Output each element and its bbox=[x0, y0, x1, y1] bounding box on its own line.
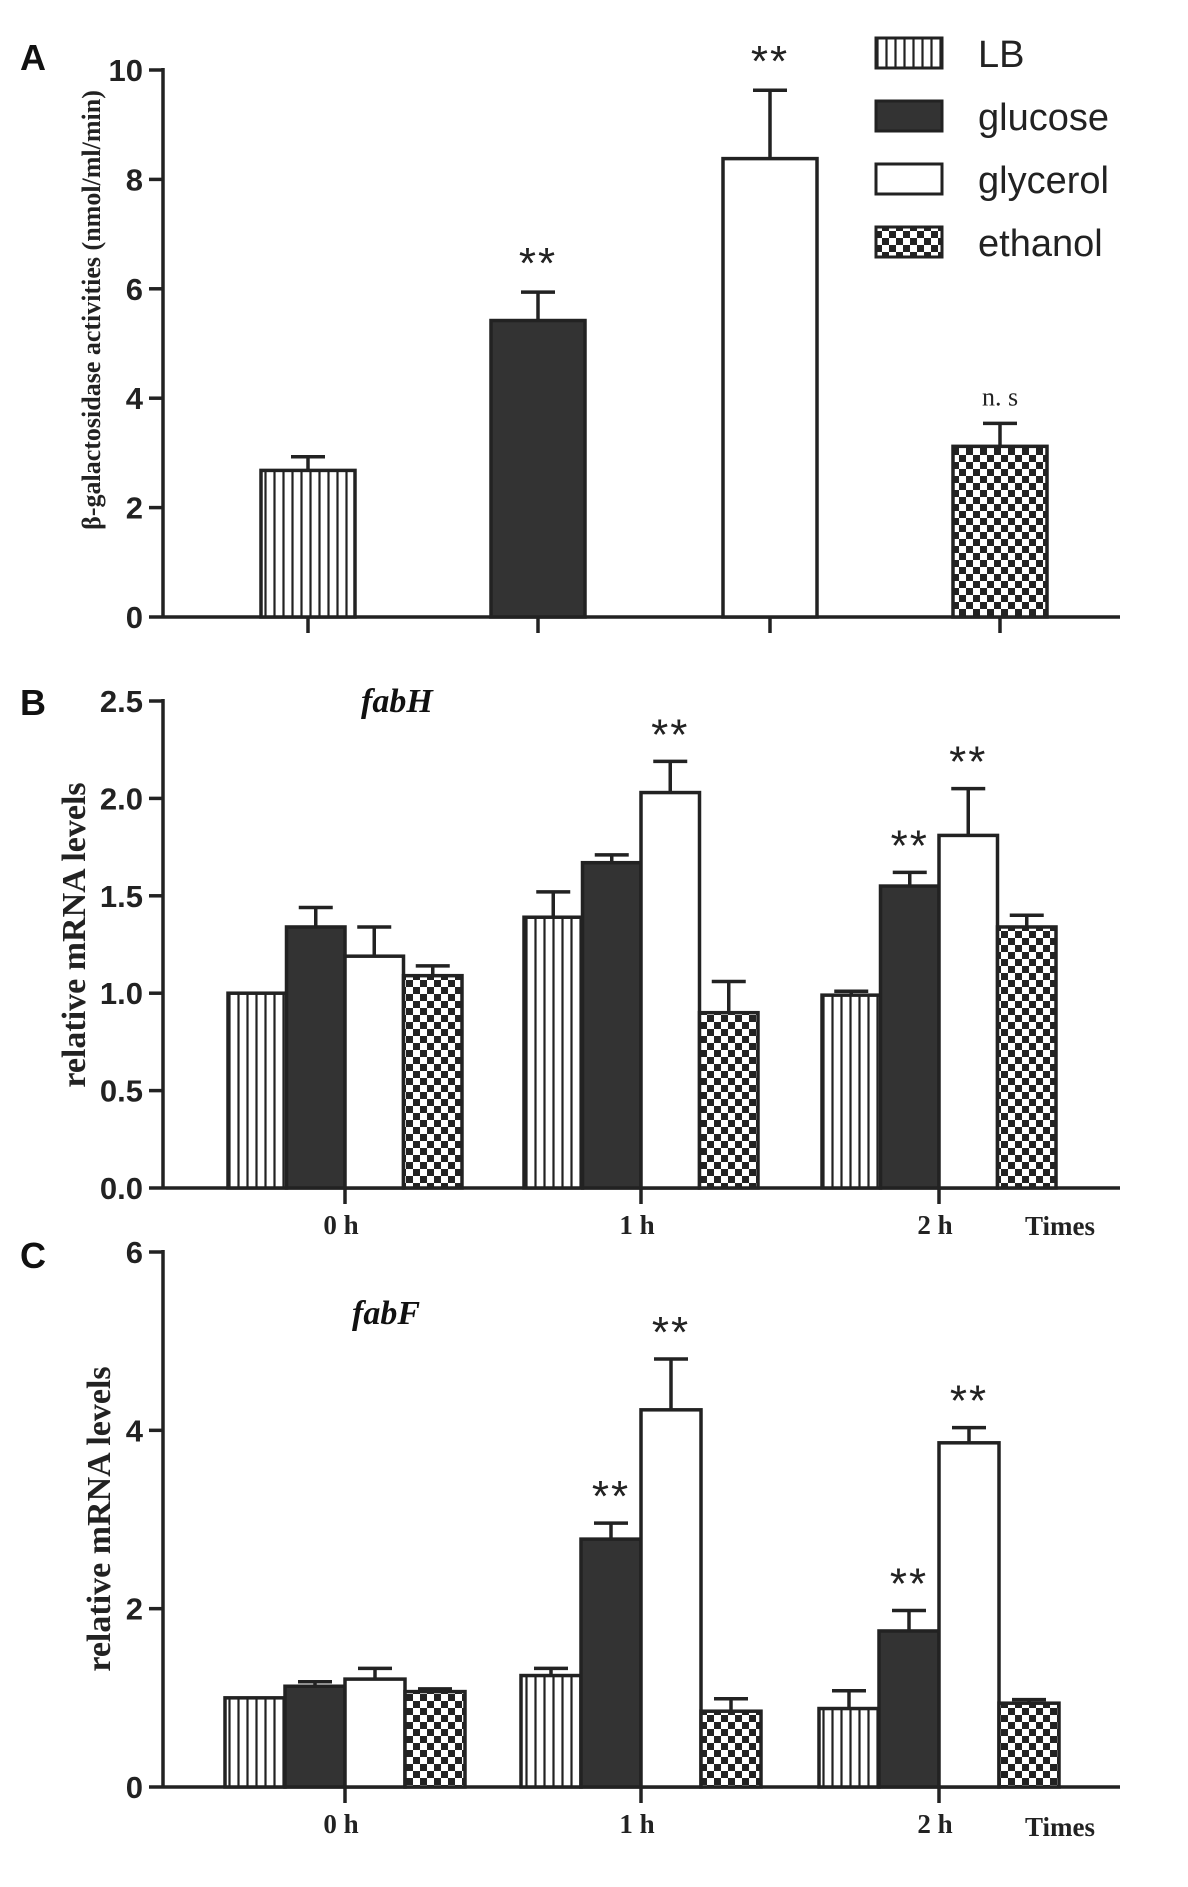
panel-b-x-axis-title: Times bbox=[1025, 1211, 1095, 1241]
panel-a-y-tick-label: 6 bbox=[126, 272, 143, 307]
panel-c-y-tick-label: 4 bbox=[126, 1413, 144, 1448]
legend: LB glucose glycerol ethanol bbox=[874, 34, 1109, 265]
panel-c-bar-glucose-2h bbox=[877, 1629, 941, 1789]
panel-b-bar-glucose-1h bbox=[580, 860, 643, 1190]
legend-label-lb: LB bbox=[978, 34, 1024, 76]
panel-b-significance: ** bbox=[891, 821, 929, 870]
panel-a-y-tick-label: 2 bbox=[126, 491, 143, 526]
panel-c-gene-label: fabF bbox=[352, 1295, 420, 1332]
panel-c-bar-ethanol-1h bbox=[699, 1709, 763, 1789]
panel-b-y-tick-label: 2.5 bbox=[100, 684, 143, 719]
panel-b-bar-glycerol-1h bbox=[639, 790, 702, 1190]
panel-c-bar-glycerol-1h bbox=[639, 1408, 703, 1789]
panel-a-bar-glucose bbox=[489, 318, 587, 619]
panel-c-x-tick-label: 1 h bbox=[619, 1809, 654, 1839]
panel-c-label: C bbox=[20, 1235, 46, 1276]
panel-b-y-tick-label: 1.0 bbox=[100, 976, 143, 1011]
panel-c-bar-ethanol-0h bbox=[403, 1689, 467, 1789]
panel-a-bar-ethanol bbox=[951, 444, 1049, 619]
panel-c-bar-lb-1h bbox=[519, 1673, 583, 1789]
panel-a-significance-ethanol: n. s bbox=[982, 382, 1018, 411]
panel-b-x-tick-label: 2 h bbox=[917, 1210, 952, 1240]
panel-a-y-tick-label: 8 bbox=[126, 162, 143, 197]
legend-label-glucose: glucose bbox=[978, 97, 1109, 139]
panel-a-y-tick-label: 4 bbox=[126, 381, 144, 416]
panel-b-bar-ethanol-2h bbox=[995, 925, 1058, 1190]
panel-b-significance: ** bbox=[651, 710, 689, 759]
panel-b-y-axis-title: relative mRNA levels bbox=[56, 782, 93, 1087]
panel-b-y-tick-label: 2.0 bbox=[100, 781, 143, 816]
panel-c-bar-glycerol-0h bbox=[343, 1677, 407, 1789]
panel-a-bar-glycerol bbox=[721, 156, 819, 619]
panel-b-y-tick-label: 1.5 bbox=[100, 879, 143, 914]
panel-c-bar-glucose-1h bbox=[579, 1537, 643, 1789]
panel-c-bar-lb-0h bbox=[223, 1696, 287, 1789]
legend-item-glycerol: glycerol bbox=[874, 160, 1109, 202]
panel-b-label: B bbox=[20, 682, 46, 723]
panel-c-significance: ** bbox=[652, 1308, 690, 1357]
panel-b-bar-lb-0h bbox=[226, 991, 289, 1190]
legend-swatch-lb bbox=[874, 36, 944, 70]
panel-c-x-tick-label: 2 h bbox=[917, 1809, 952, 1839]
panel-c-bar-ethanol-2h bbox=[997, 1701, 1061, 1789]
panel-b: 0.0 0.5 1.0 1.5 2.0 2.5 0 h ** 1 h ** ** 2 h bbox=[100, 684, 1120, 1240]
panel-b-bar-ethanol-1h bbox=[697, 1010, 760, 1190]
panel-c-bar-glucose-0h bbox=[283, 1684, 347, 1789]
legend-item-ethanol: ethanol bbox=[874, 223, 1103, 265]
panel-c: 0 2 4 6 0 h ** ** 1 h ** ** 2 h bbox=[126, 1235, 1120, 1839]
legend-swatch-glucose bbox=[874, 99, 944, 133]
panel-b-bar-lb-2h bbox=[820, 993, 883, 1190]
panel-c-y-tick-label: 0 bbox=[126, 1770, 143, 1805]
panel-b-bar-lb-1h bbox=[522, 915, 585, 1190]
panel-a-significance-glucose: ** bbox=[519, 239, 557, 288]
panel-c-y-tick-label: 6 bbox=[126, 1235, 143, 1270]
panel-c-significance: ** bbox=[950, 1377, 988, 1426]
panel-b-gene-label: fabH bbox=[361, 683, 434, 720]
panel-a: 0 2 4 6 8 10 ** ** n. s bbox=[109, 37, 1120, 635]
panel-a-y-tick-label: 0 bbox=[126, 600, 143, 635]
legend-swatch-glycerol bbox=[874, 162, 944, 196]
legend-item-lb: LB bbox=[874, 34, 1024, 76]
panel-c-y-axis-title: relative mRNA levels bbox=[81, 1366, 118, 1671]
panel-c-bar-glycerol-2h bbox=[937, 1441, 1001, 1789]
panel-b-x-tick-label: 0 h bbox=[323, 1210, 358, 1240]
panel-b-bar-glycerol-0h bbox=[343, 954, 406, 1190]
panel-c-significance: ** bbox=[890, 1559, 928, 1608]
panel-c-y-tick-label: 2 bbox=[126, 1592, 143, 1627]
panel-b-x-tick-label: 1 h bbox=[619, 1210, 654, 1240]
panel-a-y-axis-title: β-galactosidase activities (nmol/ml/min) bbox=[77, 90, 106, 530]
legend-label-ethanol: ethanol bbox=[978, 223, 1103, 265]
panel-c-bar-lb-2h bbox=[817, 1706, 881, 1789]
panel-b-bar-glucose-2h bbox=[878, 884, 941, 1190]
panel-a-significance-glycerol: ** bbox=[751, 37, 789, 86]
legend-label-glycerol: glycerol bbox=[978, 160, 1109, 202]
panel-b-bar-ethanol-0h bbox=[401, 973, 464, 1190]
panel-c-x-tick-label: 0 h bbox=[323, 1809, 358, 1839]
panel-a-label: A bbox=[20, 37, 46, 78]
panel-b-bar-glucose-0h bbox=[284, 925, 347, 1190]
panel-a-y-tick-label: 10 bbox=[109, 53, 143, 88]
panel-b-significance: ** bbox=[949, 738, 987, 787]
legend-swatch-ethanol bbox=[874, 225, 944, 259]
panel-a-bar-lb bbox=[259, 468, 357, 619]
panel-c-significance: ** bbox=[592, 1472, 630, 1521]
panel-b-bar-glycerol-2h bbox=[937, 833, 1000, 1190]
panel-c-x-axis-title: Times bbox=[1025, 1812, 1095, 1842]
panel-b-y-tick-label: 0.5 bbox=[100, 1074, 143, 1109]
legend-item-glucose: glucose bbox=[874, 97, 1109, 139]
panel-b-y-tick-label: 0.0 bbox=[100, 1171, 143, 1206]
